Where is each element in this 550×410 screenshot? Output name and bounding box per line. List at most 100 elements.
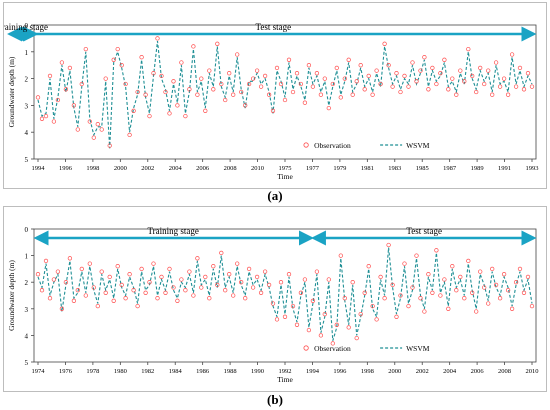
charta-y-tick-label-5: 5 (25, 156, 29, 164)
chartb-observation-point-122 (521, 290, 527, 295)
charta-observation-point-6 (59, 60, 65, 65)
charta-x-tick-label-18: 1993 (526, 165, 539, 172)
charta-observation-point-60 (274, 65, 280, 71)
chartb-observation-point-59 (270, 301, 276, 306)
chartb-observation-point-75 (334, 322, 339, 327)
chartb-observation-point-76 (338, 253, 343, 258)
chartb-observation-point-87 (382, 296, 387, 301)
charta-training-stage-label: Training stage (4, 22, 48, 32)
chartb-observation-point-16 (99, 269, 104, 274)
caption-b: (b) (267, 392, 283, 407)
chartb-legend-observation-label: Observation (314, 344, 351, 353)
charta-observation-point-107 (462, 79, 467, 84)
chartb-observation-point-14 (91, 285, 96, 290)
charta-observation-point-24 (131, 108, 136, 113)
charta-x-tick-label-5: 2004 (169, 165, 183, 172)
chart-b: 0 1 2 3 4 5 Groundwater depth (m) 1974 1976 1978 1… (7, 226, 539, 384)
chartb-observation-point-24 (131, 288, 136, 293)
chartb-observation-point-99 (430, 290, 435, 295)
charta-y-tick-label-3: 3 (25, 102, 29, 110)
chartb-observation-point-83 (366, 264, 371, 269)
chartb-x-tick-label-4: 1982 (141, 368, 154, 375)
charta-observation-point-13 (87, 119, 92, 124)
chartb-x-tick-label-12: 1998 (361, 368, 374, 375)
charta-observation-point-36 (179, 60, 184, 65)
chartb-observation-point-3 (47, 296, 53, 301)
charta-observation-point-67 (302, 100, 308, 105)
chartb-x-tick-label-3: 1980 (114, 368, 127, 375)
chartb-observation-point-9 (71, 298, 77, 303)
chartb-observation-point-43 (207, 296, 212, 301)
chart-a: 0 1 2 3 4 5 Groundwater depth (m) 1994 1996 1998 2… (0, 22, 539, 181)
charta-observation-point-19 (111, 57, 116, 62)
charta-observation-point-33 (167, 111, 172, 116)
charta-observation-point-92 (402, 73, 407, 79)
charta-x-tick-label-8: 2010 (251, 165, 264, 172)
chartb-observation-point-44 (211, 264, 216, 269)
charta-observation-point-42 (203, 108, 208, 113)
charta-observation-point-40 (195, 92, 200, 97)
charta-observation-point-5 (55, 97, 61, 103)
charta-observation-point-58 (266, 92, 272, 97)
chartb-observation-point-1 (39, 288, 45, 293)
chartb-test-stage-label: Test stage (406, 226, 442, 236)
charta-x-tick-label-13: 1983 (388, 165, 401, 172)
charta-observation-point-100 (434, 81, 439, 87)
charta-legend-observation-label: Observation (314, 141, 351, 150)
chartb-observation-point-104 (450, 264, 455, 269)
charta-observation-point-74 (330, 81, 335, 87)
charta-observation-point-59 (270, 108, 276, 113)
charta-observation-point-72 (322, 76, 327, 81)
charta-observation-point-85 (374, 68, 379, 73)
chartb-observation-point-95 (414, 253, 419, 258)
chartb-observation-point-31 (159, 274, 164, 280)
chartb-observation-point-112 (482, 285, 487, 290)
chartb-observation-point-93 (406, 303, 411, 309)
chartb-x-tick-label-0: 1974 (32, 368, 46, 375)
chartb-x-tick-label-13: 2000 (388, 368, 401, 375)
charta-observation-point-26 (139, 55, 144, 60)
chartb-observation-point-25 (135, 303, 140, 309)
chartb-observation-point-119 (509, 306, 515, 311)
chartb-observation-point-70 (314, 269, 320, 274)
chartb-observation-point-28 (147, 280, 152, 285)
charta-y-tick-label-0: 0 (25, 22, 29, 30)
chartb-observation-point-113 (486, 301, 491, 306)
charta-observation-point-0 (35, 95, 41, 100)
charta-observation-point-117 (501, 76, 507, 81)
chartb-observation-point-84 (370, 303, 375, 309)
chartb-observation-point-52 (243, 296, 248, 301)
chartb-y-tick-label-4: 4 (25, 332, 29, 340)
charta-observation-point-119 (509, 52, 515, 57)
chart-panel-a: 0 1 2 3 4 5 Groundwater depth (m) 1994 1996 1998 2… (0, 2, 547, 189)
chartb-observation-point-103 (446, 306, 451, 311)
chartb-observation-point-53 (246, 266, 252, 272)
chartb-observation-point-123 (525, 274, 531, 280)
chartb-observation-point-80 (354, 335, 359, 341)
charta-legend-observation-marker (303, 142, 309, 148)
charta-observation-point-2 (43, 113, 49, 119)
charta-observation-point-79 (350, 92, 355, 97)
charta-observation-point-65 (294, 71, 300, 76)
chartb-observation-point-36 (179, 277, 184, 282)
charta-observation-point-111 (478, 65, 483, 71)
chartb-x-tick-label-6: 1986 (196, 368, 210, 375)
chartb-x-axis-label: Time (277, 375, 293, 384)
chartb-x-tick-label-5: 1984 (169, 368, 183, 375)
chartb-observation-point-13 (87, 261, 92, 266)
charta-observation-point-82 (362, 87, 367, 92)
chartb-x-tick-label-10: 1994 (306, 368, 320, 375)
charta-x-tick-label-3: 2000 (114, 165, 127, 172)
charta-observation-point-47 (223, 97, 228, 103)
chartb-x-tick-label-11: 1996 (333, 368, 347, 375)
chartb-observation-point-6 (59, 306, 65, 311)
charta-y-tick-label-2: 2 (25, 76, 29, 84)
charta-observation-point-57 (262, 73, 268, 79)
charta-observation-point-84 (370, 92, 375, 97)
charta-observation-point-90 (394, 71, 399, 76)
chartb-observation-point-78 (346, 325, 351, 330)
charta-observation-point-116 (497, 84, 503, 89)
charta-test-stage-label: Test stage (255, 22, 291, 32)
charta-observation-point-22 (123, 81, 128, 87)
charta-observation-point-122 (521, 87, 527, 92)
